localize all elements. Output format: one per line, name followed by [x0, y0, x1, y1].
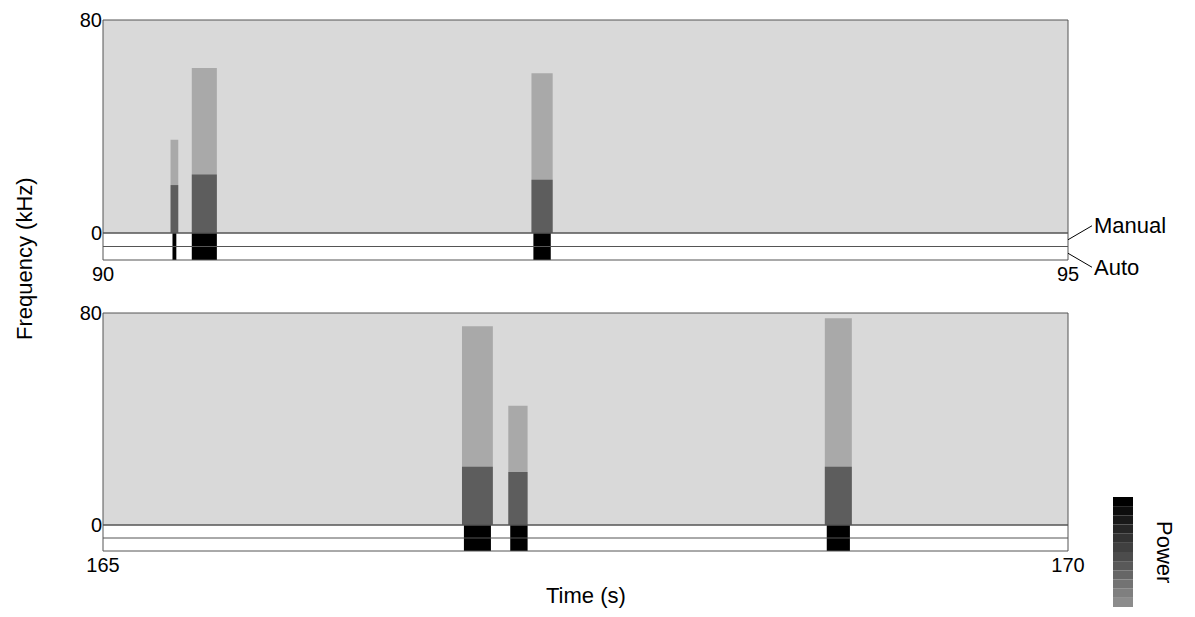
svg-text:Power: Power: [1152, 521, 1177, 583]
svg-text:90: 90: [92, 263, 114, 285]
svg-text:Auto: Auto: [1094, 255, 1139, 280]
svg-text:165: 165: [86, 554, 119, 576]
svg-text:80: 80: [80, 302, 102, 324]
svg-text:Manual: Manual: [1094, 213, 1166, 238]
svg-text:0: 0: [91, 514, 102, 536]
svg-text:170: 170: [1051, 554, 1084, 576]
svg-text:95: 95: [1057, 263, 1079, 285]
svg-text:80: 80: [80, 9, 102, 31]
svg-text:Frequency (kHz): Frequency (kHz): [12, 177, 37, 340]
svg-text:0: 0: [91, 222, 102, 244]
svg-text:Time (s): Time (s): [546, 583, 626, 608]
